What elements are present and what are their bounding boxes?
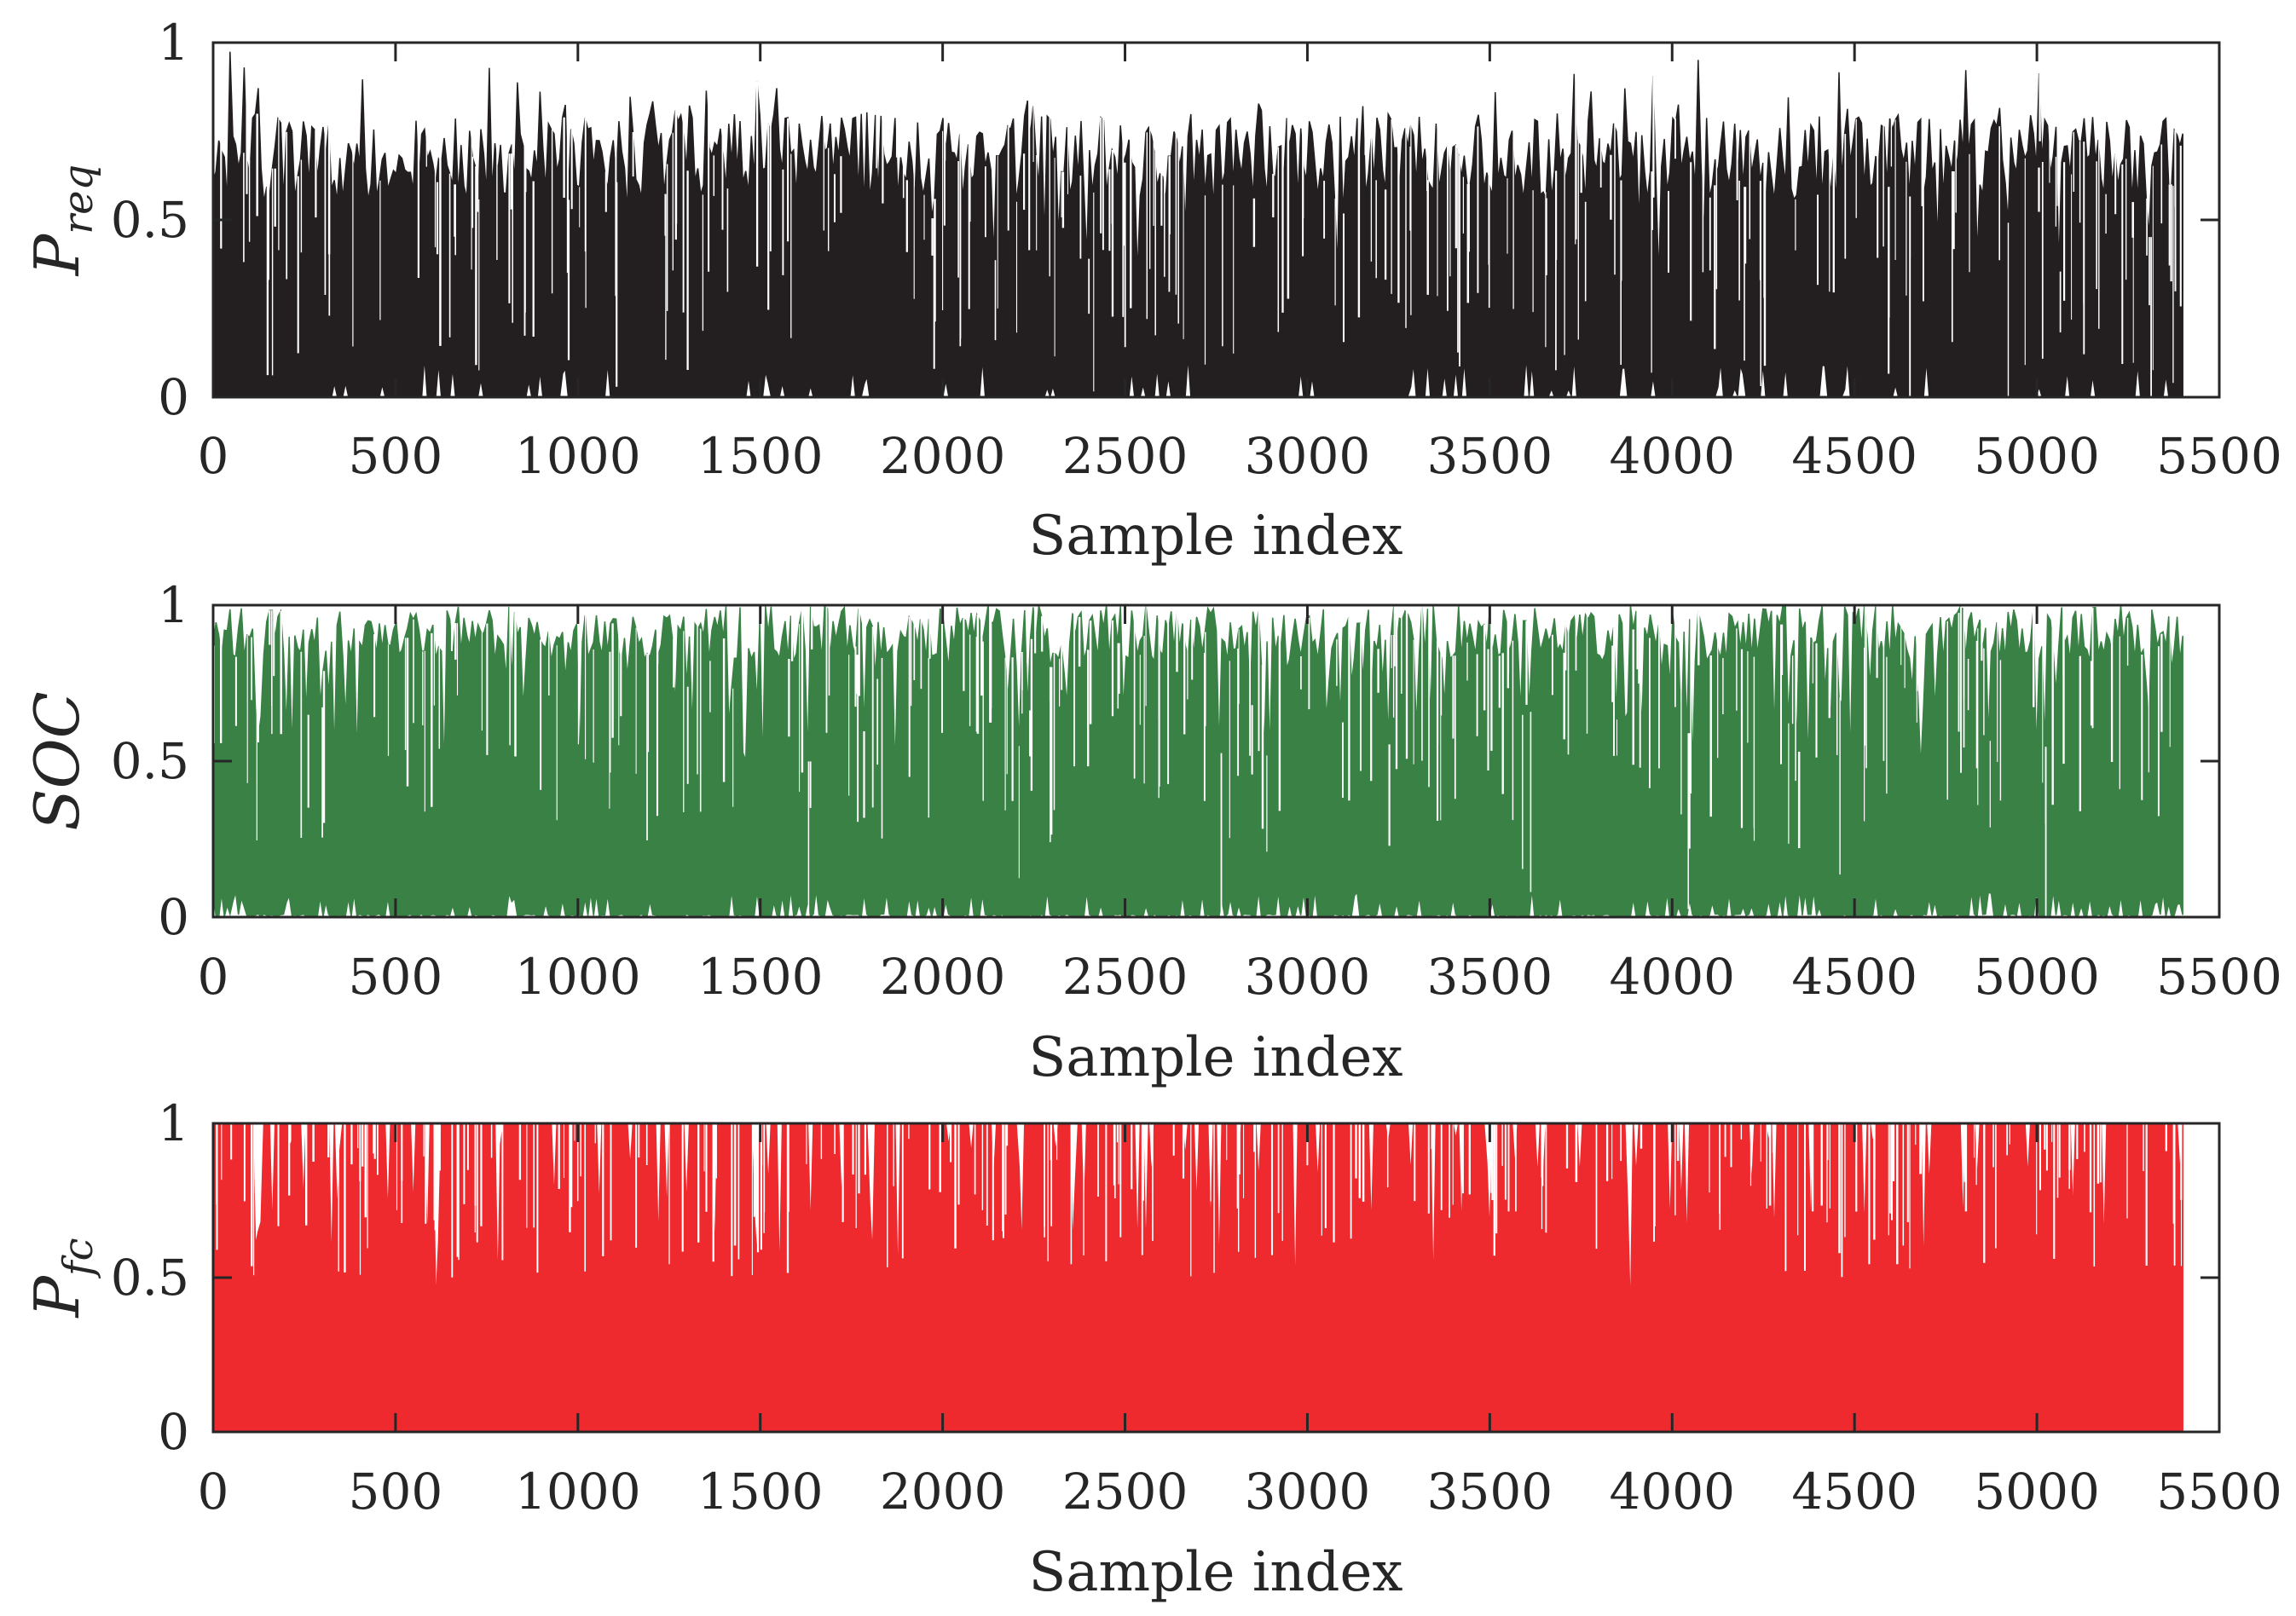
preq-ylabel-sub: req: [55, 164, 102, 234]
preq-xtick-500: 500: [349, 427, 443, 485]
pfc-xtick-0: 0: [198, 1463, 229, 1521]
pfc-series-fill: [212, 1123, 2183, 1433]
preq-xtick-4000: 4000: [1609, 427, 1735, 485]
preq-xtick-4500: 4500: [1791, 427, 1917, 485]
pfc-ticks: [211, 1122, 2221, 1434]
soc-xtick-1500: 1500: [697, 948, 824, 1006]
preq-y-ticklabels: 1 0.5 0: [111, 14, 189, 426]
pfc-x-ticklabels: 0 500 1000 1500 2000 2500 3000 3500 4000 4500 5000…: [198, 1463, 2282, 1521]
preq-xtick-5500: 5500: [2156, 427, 2282, 485]
pfc-xtick-1500: 1500: [697, 1463, 824, 1521]
chart-panel-preq: 1 0.5 0 0 500 1000 1500 2000 2500 3000 3500 4000…: [21, 14, 2282, 568]
pfc-xtick-3000: 3000: [1245, 1463, 1371, 1521]
pfc-xtick-5500: 5500: [2156, 1463, 2282, 1521]
preq-ticks: [211, 41, 2221, 399]
pfc-xtick-2000: 2000: [880, 1463, 1006, 1521]
preq-ylabel: Preq: [21, 164, 102, 278]
preq-xtick-3500: 3500: [1427, 427, 1553, 485]
pfc-xtick-1000: 1000: [515, 1463, 641, 1521]
soc-xtick-1000: 1000: [515, 948, 641, 1006]
soc-xtick-5000: 5000: [1974, 948, 2100, 1006]
soc-ytick-0.5: 0.5: [111, 732, 189, 790]
soc-xtick-4500: 4500: [1791, 948, 1917, 1006]
pfc-xtick-4000: 4000: [1609, 1463, 1735, 1521]
pfc-ylabel-sub: fc: [55, 1238, 102, 1278]
preq-xtick-3000: 3000: [1245, 427, 1371, 485]
soc-xtick-500: 500: [349, 948, 443, 1006]
pfc-xtick-500: 500: [349, 1463, 443, 1521]
preq-xtick-2000: 2000: [880, 427, 1006, 485]
chart-panel-soc: 1 0.5 0 0 500 1000 1500 2000 2500 3000 3500 4000…: [21, 576, 2282, 1089]
soc-xtick-2500: 2500: [1062, 948, 1188, 1006]
preq-xlabel: Sample index: [1029, 505, 1403, 568]
pfc-xtick-3500: 3500: [1427, 1463, 1553, 1521]
soc-ylabel: SOC: [21, 691, 93, 830]
pfc-ytick-0: 0: [158, 1403, 189, 1461]
soc-y-ticklabels: 1 0.5 0: [111, 576, 189, 946]
soc-x-ticklabels: 0 500 1000 1500 2000 2500 3000 3500 4000 4500 5000…: [198, 948, 2282, 1006]
pfc-ylabel: Pfc: [21, 1238, 102, 1319]
pfc-ytick-0.5: 0.5: [111, 1249, 189, 1307]
preq-xtick-0: 0: [198, 427, 229, 485]
preq-ytick-1: 1: [158, 14, 189, 72]
preq-ylabel-main: P: [21, 233, 93, 277]
preq-xtick-5000: 5000: [1974, 427, 2100, 485]
soc-xtick-4000: 4000: [1609, 948, 1735, 1006]
pfc-series-area: [212, 1123, 2183, 1433]
pfc-xlabel: Sample index: [1029, 1541, 1403, 1604]
pfc-xtick-4500: 4500: [1791, 1463, 1917, 1521]
soc-ticks: [211, 603, 2221, 919]
soc-xtick-5500: 5500: [2156, 948, 2282, 1006]
pfc-ylabel-main: P: [21, 1275, 93, 1319]
preq-ytick-0: 0: [158, 368, 189, 426]
preq-xtick-1000: 1000: [515, 427, 641, 485]
soc-ytick-1: 1: [158, 576, 189, 634]
preq-series-area: [212, 51, 2183, 399]
soc-ytick-0: 0: [158, 888, 189, 946]
pfc-xtick-5000: 5000: [1974, 1463, 2100, 1521]
soc-series-fill: [212, 604, 2183, 919]
soc-xtick-2000: 2000: [880, 948, 1006, 1006]
soc-xtick-3000: 3000: [1245, 948, 1371, 1006]
soc-series-area: [212, 604, 2183, 919]
pfc-ytick-1: 1: [158, 1094, 189, 1152]
preq-ytick-0.5: 0.5: [111, 191, 189, 249]
preq-x-ticklabels: 0 500 1000 1500 2000 2500 3000 3500 4000 4500 5000…: [198, 427, 2282, 485]
pfc-y-ticklabels: 1 0.5 0: [111, 1094, 189, 1461]
pfc-xtick-2500: 2500: [1062, 1463, 1188, 1521]
chart-panel-pfc: 1 0.5 0 0 500 1000 1500 2000 2500 3000 3500 4000…: [21, 1094, 2282, 1604]
preq-xtick-1500: 1500: [697, 427, 824, 485]
soc-xlabel: Sample index: [1029, 1026, 1403, 1089]
preq-xtick-2500: 2500: [1062, 427, 1188, 485]
soc-xtick-3500: 3500: [1427, 948, 1553, 1006]
soc-ylabel-main: SOC: [21, 691, 93, 830]
soc-xtick-0: 0: [198, 948, 229, 1006]
